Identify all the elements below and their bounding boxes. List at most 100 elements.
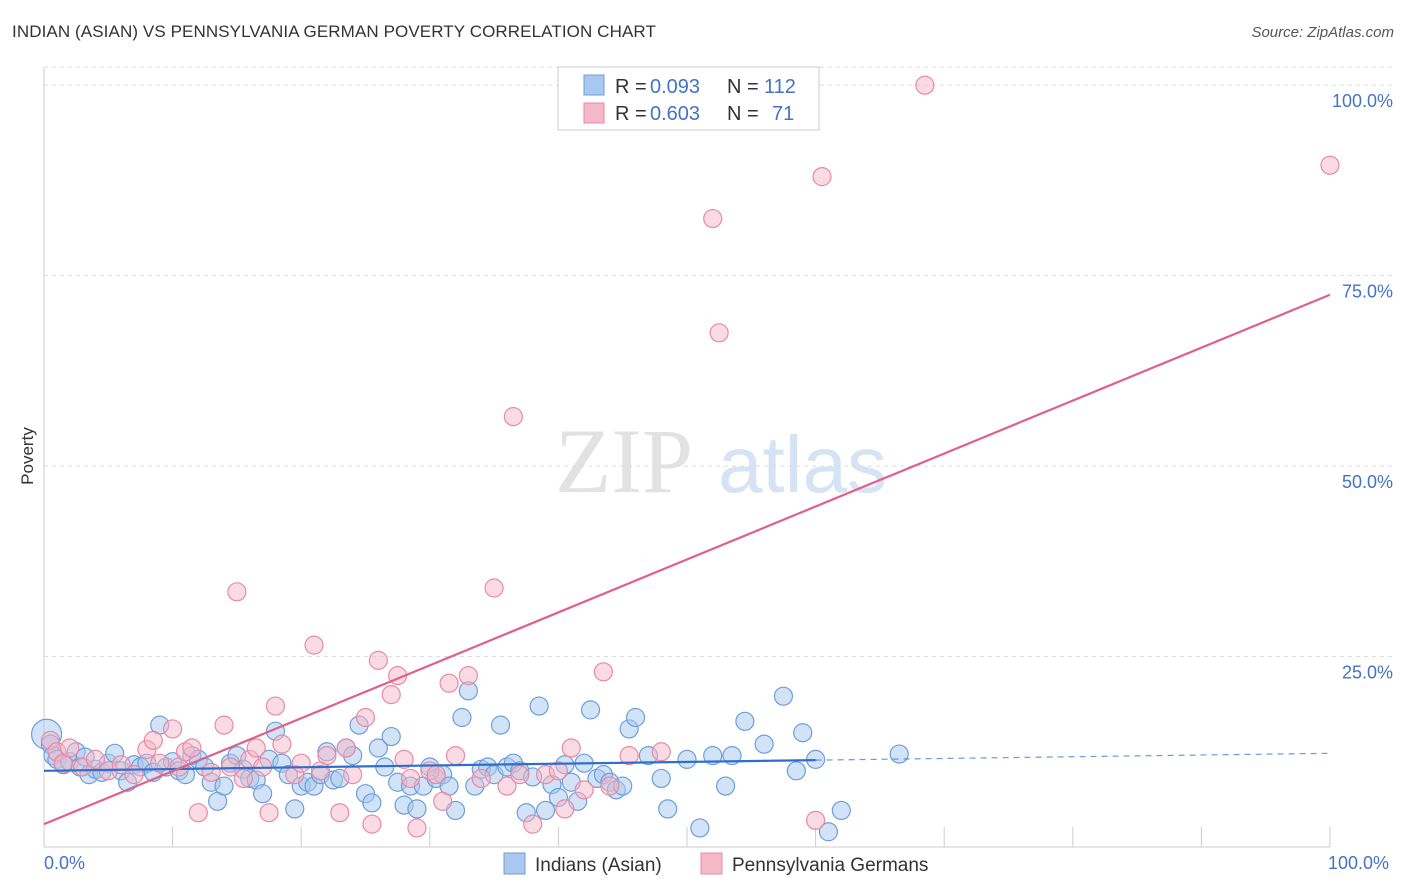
pink-point-52 [497, 776, 517, 796]
trend-line-blue-extension [815, 752, 1331, 761]
pink-point-35 [343, 765, 363, 785]
x-tick-label-max: 100.0% [1328, 853, 1389, 873]
legend-n-label-1: N = [727, 76, 759, 98]
blue-point-103 [735, 711, 755, 731]
pink-point-68 [805, 810, 826, 830]
pink-point-16 [188, 803, 208, 823]
blue-point-94 [625, 707, 646, 728]
blue-point-54 [368, 738, 388, 758]
y-axis-label: Poverty [18, 427, 37, 485]
pink-point-55 [523, 814, 543, 834]
blue-point-87 [580, 700, 601, 720]
blue-point-80 [535, 800, 556, 821]
pink-point-15 [182, 738, 202, 758]
blue-point-104 [754, 734, 774, 754]
pink-point-17 [201, 762, 221, 782]
watermark-atlas: atlas [718, 420, 887, 509]
watermark-zip: ZIP [555, 410, 693, 512]
blue-point-60 [407, 799, 427, 819]
y-tick-label-2: 75.0% [1342, 282, 1393, 302]
pink-point-48 [445, 745, 466, 766]
pink-point-58 [555, 799, 575, 819]
pink-point-18 [214, 715, 234, 735]
correlation-legend: R = 0.093 N = 112 R = 0.603 N = 71 [557, 66, 820, 131]
y-tick-label-3: 100.0% [1332, 91, 1393, 111]
pink-point-21 [233, 768, 253, 789]
pink-point-45 [426, 765, 446, 785]
legend-swatch-pink [583, 102, 605, 124]
pink-point-60 [574, 780, 594, 800]
y-tick-labels: 25.0% 50.0% 75.0% 100.0% [1332, 91, 1393, 682]
blue-point-79 [529, 696, 549, 716]
pink-point-50 [471, 768, 491, 789]
pink-point-34 [336, 738, 356, 758]
pink-point-29 [291, 753, 311, 773]
pink-point-30 [304, 635, 324, 655]
pink-point-33 [330, 803, 350, 823]
blue-point-99 [690, 818, 710, 838]
blue-point-56 [381, 726, 401, 747]
blue-point-97 [658, 799, 678, 819]
pink-point-3 [60, 738, 80, 758]
pink-point-20 [227, 582, 247, 602]
blue-point-30 [214, 776, 234, 796]
pink-point-42 [400, 768, 421, 789]
pink-point-26 [265, 696, 286, 716]
source-credit: Source: ZipAtlas.com [1251, 24, 1394, 41]
bottom-legend-swatch-blue [503, 852, 526, 875]
pink-point-43 [407, 818, 427, 838]
pink-point-23 [246, 738, 266, 758]
pink-point-5 [85, 749, 106, 769]
blue-point-96 [651, 768, 671, 789]
pink-point-10 [143, 730, 163, 750]
chart-title: INDIAN (ASIAN) VS PENNSYLVANIA GERMAN PO… [12, 22, 656, 41]
grid-lines [44, 66, 1392, 658]
pink-point-11 [150, 753, 170, 773]
pink-point-47 [439, 673, 459, 693]
blue-point-102 [722, 745, 742, 766]
pink-point-59 [561, 738, 581, 758]
trend-lines [43, 293, 1331, 826]
pink-point-25 [259, 803, 279, 823]
pink-point-32 [317, 745, 337, 766]
pink-point-62 [600, 776, 620, 796]
pink-point-70 [1320, 155, 1340, 175]
bottom-legend-label-blue: Indians (Asian) [535, 855, 662, 876]
pink-point-46 [433, 791, 453, 811]
pink-point-12 [163, 719, 183, 739]
pink-point-64 [651, 742, 671, 762]
pink-point-69 [915, 75, 935, 95]
trend-line-blue [43, 759, 816, 772]
blue-point-110 [831, 800, 851, 821]
legend-n-label-2: N = [727, 103, 759, 125]
legend-r-label-2: R = [615, 103, 647, 125]
blue-point-109 [818, 822, 839, 842]
blue-point-111 [889, 744, 909, 764]
pink-point-53 [503, 407, 523, 427]
pink-point-57 [548, 761, 569, 781]
blue-point-36 [253, 784, 273, 804]
y-tick-label-1: 50.0% [1342, 472, 1393, 492]
pink-point-37 [362, 814, 382, 834]
trend-line-pink [43, 293, 1331, 826]
legend-n-value-2: 71 [772, 103, 794, 125]
blue-point-41 [285, 799, 305, 819]
bottom-legend-label-pink: Pennsylvania Germans [732, 855, 928, 876]
blue-point-107 [793, 723, 813, 743]
legend-r-value-1: 0.093 [650, 76, 700, 98]
pink-point-66 [709, 323, 729, 343]
bottom-legend-swatch-pink [700, 852, 723, 875]
series-legend: Indians (Asian) Pennsylvania Germans [503, 852, 928, 876]
blue-point-73 [490, 715, 511, 735]
blue-point-67 [452, 707, 472, 728]
pink-point-54 [510, 765, 530, 785]
pink-point-36 [355, 707, 376, 728]
legend-swatch-blue [583, 74, 605, 96]
axes [43, 68, 1331, 848]
x-tick-label-min: 0.0% [44, 853, 85, 873]
legend-r-label-1: R = [615, 76, 647, 98]
blue-point-101 [715, 776, 736, 796]
blue-point-100 [703, 745, 723, 766]
pink-point-67 [812, 167, 832, 187]
